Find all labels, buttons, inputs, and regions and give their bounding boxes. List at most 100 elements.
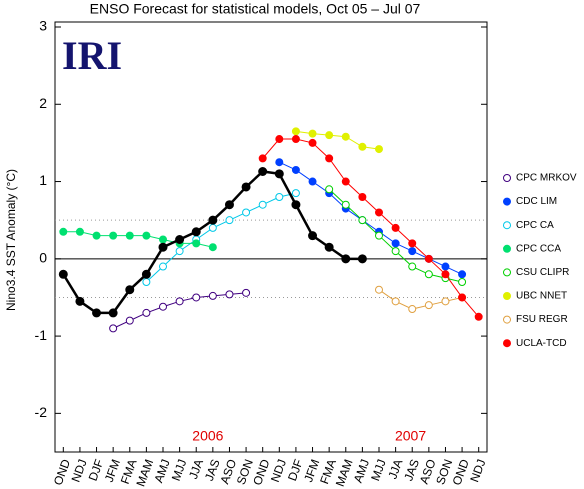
data-point (58, 269, 68, 279)
x-tick-label: JJA (385, 457, 405, 481)
x-tick-label: NDJ (467, 457, 488, 484)
data-point (191, 227, 201, 237)
data-point (75, 227, 84, 236)
data-point (258, 154, 267, 163)
y-tick-label: -2 (35, 404, 48, 420)
data-point (325, 185, 334, 194)
data-point (341, 177, 350, 186)
annotation: 2006 (192, 428, 223, 444)
data-point (125, 285, 135, 295)
data-point (341, 200, 350, 209)
data-point (408, 239, 417, 248)
chart-title: ENSO Forecast for statistical models, Oc… (90, 1, 421, 17)
data-point (458, 278, 467, 286)
legend-marker (503, 197, 511, 206)
legend-marker (503, 339, 511, 348)
data-point (341, 254, 351, 264)
data-point (375, 231, 383, 240)
data-point (291, 135, 300, 144)
data-point (258, 200, 267, 209)
data-point (325, 154, 334, 163)
legend-label: FSU REGR (516, 314, 568, 325)
y-tick-label: 3 (39, 18, 47, 34)
data-point (225, 290, 234, 299)
plot-frame (54, 21, 488, 453)
series-line (146, 192, 297, 283)
data-point (458, 293, 467, 302)
legend-label: UBC NNET (516, 291, 567, 302)
data-point (208, 215, 218, 225)
data-point (242, 208, 251, 217)
data-point (291, 127, 300, 136)
data-point (358, 216, 367, 225)
data-point (424, 270, 433, 279)
data-point (125, 316, 134, 325)
legend-marker (503, 244, 511, 253)
logo: IRI (62, 33, 122, 78)
data-point (375, 145, 383, 154)
data-point (408, 262, 417, 271)
data-point (142, 308, 151, 317)
data-point (208, 223, 217, 232)
x-tick-label: JJA (186, 457, 206, 481)
data-point (208, 291, 217, 300)
data-point (358, 193, 367, 201)
data-point (141, 269, 151, 279)
data-point (175, 297, 184, 306)
series-line (63, 231, 213, 248)
annotation: 2007 (395, 428, 426, 444)
data-point (208, 243, 217, 252)
data-point (224, 200, 234, 210)
x-tick-label: MJJ (169, 457, 190, 482)
data-point (474, 312, 483, 321)
data-point (142, 278, 151, 286)
legend-label: CPC CCA (516, 243, 561, 254)
legend-label: CSU CLIPR (516, 267, 569, 278)
series-line (295, 130, 380, 150)
data-point (308, 231, 318, 241)
data-point (441, 297, 450, 306)
data-point (109, 324, 118, 333)
data-point (142, 231, 151, 240)
data-point (192, 239, 201, 248)
data-point (158, 242, 168, 252)
legend-label: CDC LIM (516, 196, 557, 207)
data-point (92, 231, 101, 240)
data-point (391, 297, 400, 306)
y-tick-label: 0 (39, 250, 47, 266)
data-point (324, 242, 334, 252)
data-point (391, 247, 400, 256)
legend-marker (503, 292, 511, 300)
data-point (308, 177, 317, 186)
data-point (175, 235, 185, 244)
data-point (458, 270, 467, 279)
data-point (308, 138, 317, 147)
legend-label: UCLA-TCD (516, 338, 567, 349)
x-tick-label: MJJ (368, 457, 389, 482)
data-point (308, 129, 317, 138)
legend-marker (503, 268, 511, 277)
data-point (159, 235, 167, 244)
x-tick-label: OND (51, 457, 73, 487)
legend-marker (503, 315, 511, 324)
data-point (325, 131, 334, 140)
data-point (341, 132, 350, 141)
data-point (192, 293, 201, 302)
data-point (275, 135, 284, 144)
x-tick-label: AMJ (351, 457, 372, 484)
data-point (75, 296, 85, 306)
data-point (241, 182, 251, 192)
data-point (391, 239, 400, 248)
data-point (391, 223, 400, 232)
data-point (242, 288, 251, 297)
legend-label: CPC MRKOV (516, 173, 577, 184)
data-point (291, 200, 301, 210)
data-point (175, 247, 184, 256)
x-tick-label: NDJ (69, 457, 90, 484)
data-point (274, 169, 284, 179)
legend-marker (503, 174, 511, 182)
legend-marker (503, 221, 511, 230)
data-point (159, 262, 167, 271)
data-point (275, 158, 284, 167)
